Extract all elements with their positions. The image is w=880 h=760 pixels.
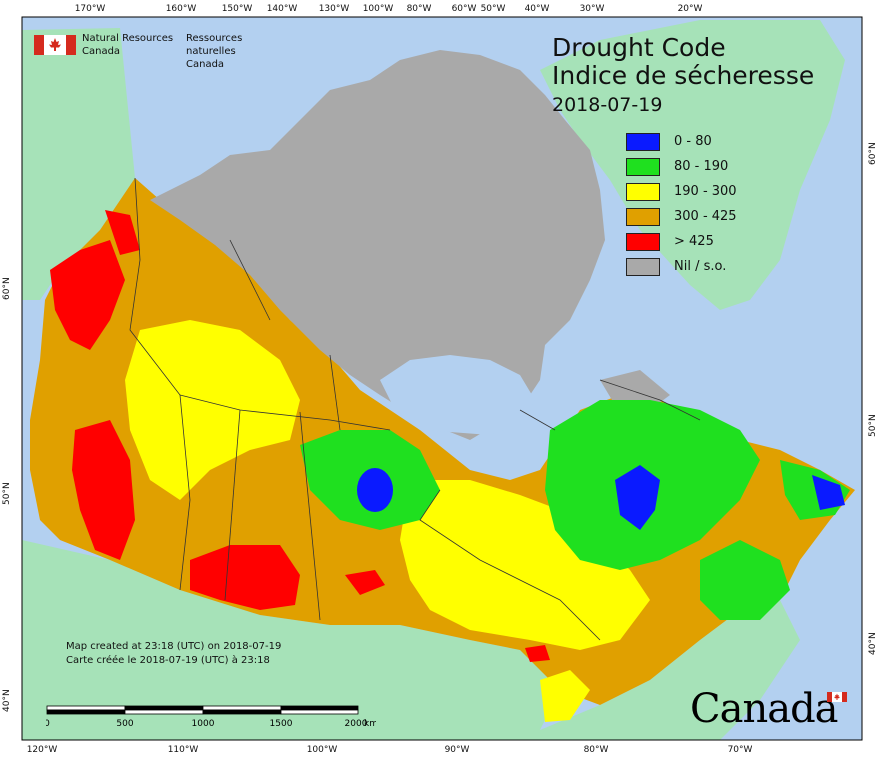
graticule-top-label: 150°W [221,4,253,14]
scale-segment-4b [280,709,359,715]
graticule-top-label: 160°W [165,4,197,14]
alaska-land [22,28,135,300]
wordmark-text: Canada [690,686,839,732]
zone-red-bc [50,240,125,350]
graticule-bottom-label: 100°W [306,745,338,755]
legend-label: 300 - 425 [674,209,737,224]
agency-fr-line2: Canada [186,59,225,70]
agency-en-line2: Canada [82,46,121,57]
zone-green-maritimes [700,540,790,620]
scale-bar: 0 500 1000 1500 2000 km [46,705,376,729]
graticule-top-label: 80°W [406,4,432,14]
legend-swatch [626,183,660,201]
agency-en-line1: Natural Resources [82,33,174,44]
scale-unit: km [364,719,376,729]
graticule-right-label: 40°N [868,632,878,655]
canada-flag-icon [34,35,76,55]
legend-swatch [626,258,660,276]
credit-fr: Carte créée le 2018-07-19 (UTC) à 23:18 [66,655,270,666]
graticule-left-label: 50°N [2,482,12,505]
zone-yellow-west [125,320,300,500]
legend-label: 190 - 300 [674,184,737,199]
graticule-left-label: 40°N [2,689,12,712]
scale-label-0: 0 [46,719,50,729]
scale-label-1500: 1500 [270,719,293,729]
graticule-right-label: 50°N [868,414,878,437]
scale-segment-2 [124,705,204,711]
legend-label: 0 - 80 [674,134,712,149]
zone-red-bc-south [72,420,135,560]
canada-wordmark: Canada [690,686,850,734]
graticule-top-label: 130°W [318,4,350,14]
graticule-bottom-label: 120°W [26,745,58,755]
graticule-bottom-label: 80°W [583,745,609,755]
graticule-bottom-label: 110°W [167,745,199,755]
graticule-top-label: 40°W [524,4,550,14]
legend-label: > 425 [674,234,714,249]
graticule-bottom-label: 70°W [727,745,753,755]
scale-segment-1 [46,705,126,711]
province-boundaries [129,177,701,641]
graticule-top-label: 20°W [677,4,703,14]
agency-fr-line1: Ressources naturelles [186,33,243,57]
hudson-bay [380,355,535,435]
legend-label: Nil / s.o. [674,259,727,274]
legend-swatch [626,133,660,151]
zone-blue-quebec [615,465,660,530]
legend-swatch [626,158,660,176]
graticule-right-label: 60°N [868,142,878,165]
title-fr: Indice de sécheresse [552,61,815,90]
legend-label: 80 - 190 [674,159,729,174]
zone-red-south-ontario [525,645,550,662]
scale-segment-2b [124,709,204,715]
credit-en: Map created at 23:18 (UTC) on 2018-07-19 [66,641,282,652]
zone-red-yukon [105,210,140,255]
graticule-bottom-label: 90°W [444,745,470,755]
agency-name-fr: Ressources naturelles Canada [186,32,254,71]
title-date: 2018-07-19 [552,94,663,116]
zone-blue-manitoba [357,468,393,512]
graticule-top-label: 50°W [480,4,506,14]
graticule-left-label: 60°N [2,277,12,300]
greenland-land [540,20,845,310]
map-frame [21,16,863,741]
graticule-top-label: 30°W [579,4,605,14]
zone-red-ontario [345,570,385,595]
agency-name-en: Natural Resources Canada [82,32,173,58]
legend-swatch [626,233,660,251]
wordmark-flag-icon [827,692,847,702]
graticule-top-label: 60°W [451,4,477,14]
scale-segment-1b [46,709,126,715]
scale-segment-4 [280,705,359,711]
arctic-nodata [150,50,605,440]
scale-segment-3 [202,705,282,711]
graticule-top-label: 170°W [74,4,106,14]
zone-yellow-ontario-south [540,670,590,722]
map-title: Drought Code Indice de sécheresse 2018-0… [552,34,814,118]
scale-label-1000: 1000 [192,719,215,729]
legend-swatch [626,208,660,226]
scale-segment-3b [202,709,282,715]
zone-blue-nfld [812,475,845,510]
graticule-top-label: 100°W [362,4,394,14]
title-en: Drought Code [552,33,726,62]
scale-label-2000: 2000 [345,719,368,729]
map-credit: Map created at 23:18 (UTC) on 2018-07-19… [66,640,281,668]
agency-signature: Natural Resources Canada Ressources natu… [34,32,254,70]
usa-land [22,540,800,740]
zone-red-prairies [190,545,300,610]
zone-yellow-central [400,480,650,650]
scale-label-500: 500 [116,719,133,729]
graticule-top-label: 140°W [266,4,298,14]
